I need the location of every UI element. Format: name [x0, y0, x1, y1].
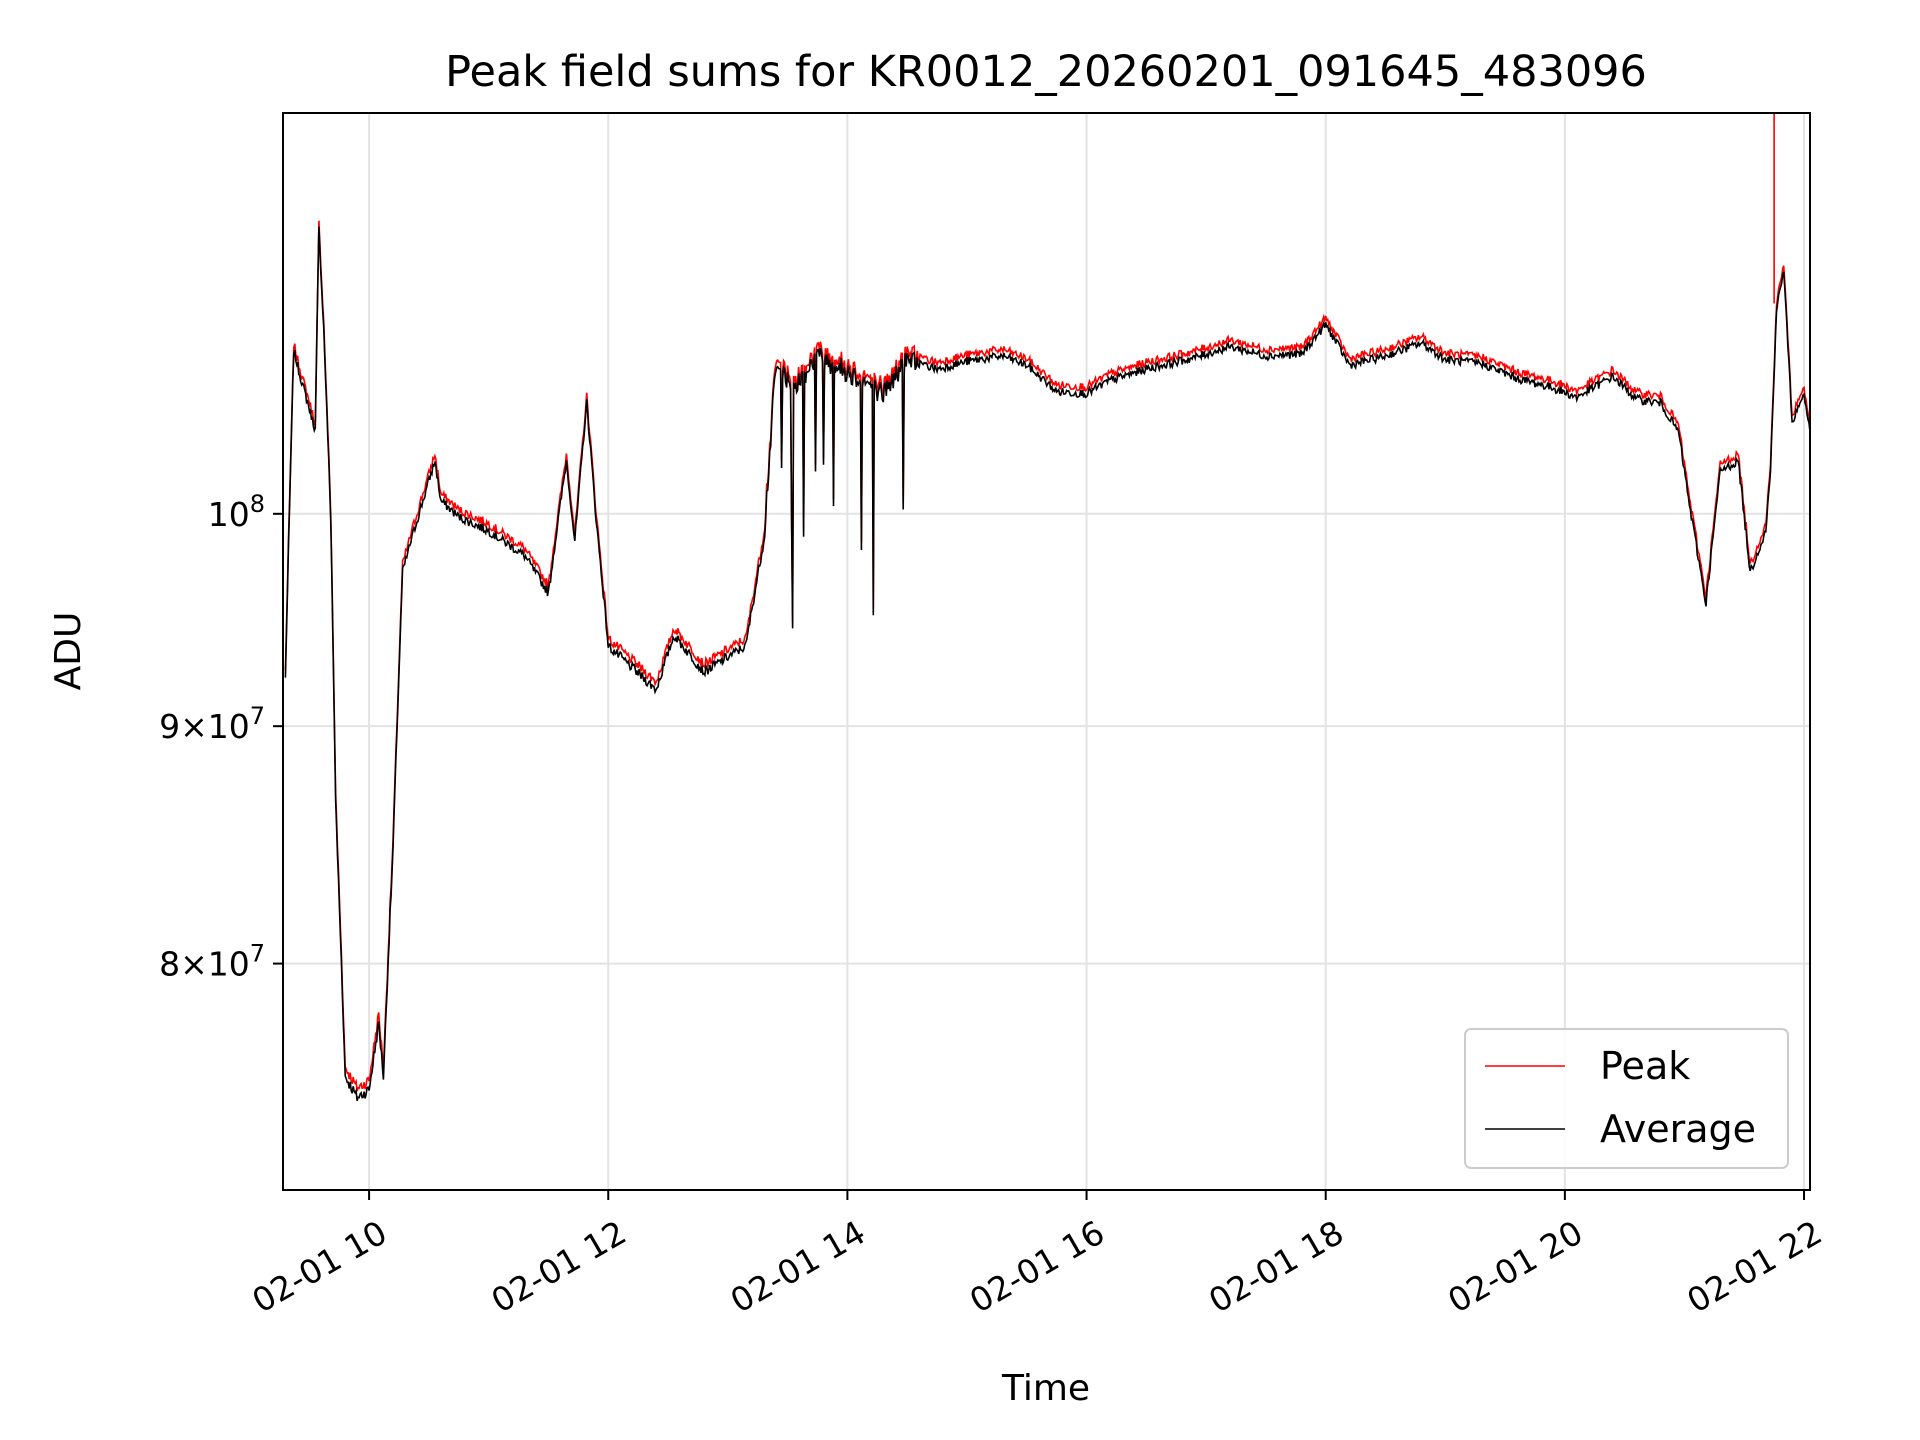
series-peak-line	[284, 220, 1810, 1092]
x-axis-label: Time	[1001, 1368, 1090, 1409]
chart-title: Peak field sums for KR0012_20260201_0916…	[445, 47, 1647, 97]
y-axis-label: ADU	[48, 612, 89, 691]
grid	[283, 113, 1810, 1190]
y-tick-label: 108	[208, 490, 265, 534]
legend: Peak Average	[1464, 1028, 1789, 1169]
y-tick-label: 9×107	[159, 702, 265, 746]
legend-average-label: Average	[1600, 1107, 1756, 1151]
series-group	[284, 113, 1810, 1102]
y-tick-label: 8×107	[159, 940, 265, 984]
plot-frame	[282, 112, 1811, 1191]
y-axis: 8×107 9×107 108	[159, 490, 283, 984]
legend-peak-label: Peak	[1600, 1044, 1690, 1088]
legend-box	[1464, 1028, 1789, 1169]
series-average-line	[284, 226, 1810, 1102]
